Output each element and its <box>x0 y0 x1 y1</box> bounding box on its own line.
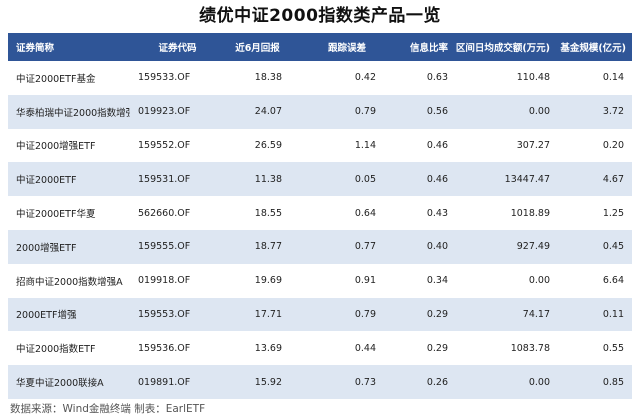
cell-code: 019923.OF <box>138 106 191 118</box>
cell-size: 0.85 <box>602 376 624 388</box>
cell-return: 13.69 <box>254 342 282 354</box>
cell-tracking-error: 0.42 <box>354 72 376 84</box>
cell-tracking-error: 0.64 <box>354 207 376 219</box>
cell-turnover: 74.17 <box>522 308 550 320</box>
cell-size: 0.55 <box>602 342 624 354</box>
table-header: 证券简称 证券代码 近6月回报 跟踪误差 信息比率 区间日均成交额(万元) 基金… <box>8 33 632 61</box>
cell-code: 159553.OF <box>138 308 191 320</box>
cell-turnover: 927.49 <box>516 241 550 253</box>
cell-size: 6.64 <box>602 275 624 287</box>
cell-code: 159531.OF <box>138 173 191 185</box>
table-body: 中证2000ETF基金 159533.OF 18.38 0.42 0.63 110.48 0… <box>8 61 632 399</box>
cell-return: 19.69 <box>254 275 282 287</box>
cell-size: 0.11 <box>602 308 624 320</box>
table-row: 中证2000指数ETF 159536.OF 13.69 0.44 0.29 1083.78… <box>8 331 632 366</box>
cell-code: 159533.OF <box>138 72 191 84</box>
cell-name: 中证2000ETF <box>16 175 77 187</box>
cell-size: 4.67 <box>602 173 624 185</box>
cell-code: 019891.OF <box>138 376 191 388</box>
cell-return: 18.55 <box>254 207 282 219</box>
table-row: 中证2000ETF 159531.OF 11.38 0.05 0.46 13447.47 4… <box>8 162 632 197</box>
cell-code: 562660.OF <box>138 207 191 219</box>
cell-size: 3.72 <box>602 106 624 118</box>
cell-info-ratio: 0.56 <box>426 106 448 118</box>
cell-turnover: 110.48 <box>516 72 550 84</box>
cell-code: 159536.OF <box>138 342 191 354</box>
cell-return: 18.38 <box>254 72 282 84</box>
cell-code: 159555.OF <box>138 241 191 253</box>
cell-name: 2000ETF增强 <box>16 310 77 322</box>
cell-size: 0.14 <box>602 72 624 84</box>
cell-name: 华夏中证2000联接A <box>16 378 104 390</box>
cell-size: 0.20 <box>602 139 624 151</box>
cell-return: 18.77 <box>254 241 282 253</box>
table-row: 2000增强ETF 159555.OF 18.77 0.77 0.40 927.49 0.4… <box>8 229 632 264</box>
cell-tracking-error: 0.91 <box>354 275 376 287</box>
cell-name: 中证2000ETF基金 <box>16 73 96 85</box>
cell-tracking-error: 1.14 <box>354 139 376 151</box>
fund-table: 证券简称 证券代码 近6月回报 跟踪误差 信息比率 区间日均成交额(万元) 基金… <box>8 33 632 399</box>
cell-name: 中证2000指数ETF <box>16 344 96 356</box>
column-header-return: 近6月回报 <box>235 43 280 54</box>
cell-info-ratio: 0.46 <box>426 173 448 185</box>
cell-return: 26.59 <box>254 139 282 151</box>
cell-turnover: 0.00 <box>528 275 550 287</box>
cell-return: 15.92 <box>254 376 282 388</box>
cell-turnover: 13447.47 <box>504 173 550 185</box>
cell-tracking-error: 0.77 <box>354 241 376 253</box>
cell-turnover: 307.27 <box>516 139 550 151</box>
cell-info-ratio: 0.43 <box>426 207 448 219</box>
cell-tracking-error: 0.44 <box>354 342 376 354</box>
cell-turnover: 1083.78 <box>510 342 550 354</box>
cell-name: 中证2000ETF华夏 <box>16 209 96 221</box>
cell-turnover: 1018.89 <box>510 207 550 219</box>
cell-size: 1.25 <box>602 207 624 219</box>
column-header-size: 基金规模(亿元) <box>560 43 626 54</box>
cell-return: 24.07 <box>254 106 282 118</box>
cell-code: 159552.OF <box>138 139 191 151</box>
cell-info-ratio: 0.40 <box>426 241 448 253</box>
cell-tracking-error: 0.79 <box>354 106 376 118</box>
table-row: 中证2000ETF华夏 562660.OF 18.55 0.64 0.43 1018.89… <box>8 196 632 230</box>
column-header-name: 证券简称 <box>16 43 55 54</box>
cell-turnover: 0.00 <box>528 376 550 388</box>
cell-name: 招商中证2000指数增强A <box>16 276 123 288</box>
column-header-turnover: 区间日均成交额(万元) <box>455 43 550 54</box>
cell-tracking-error: 0.79 <box>354 308 376 320</box>
cell-name: 中证2000增强ETF <box>16 141 96 153</box>
source-note: 数据来源：Wind金融终端 制表：EarlETF <box>10 403 206 415</box>
column-header-code: 证券代码 <box>158 43 197 54</box>
table-row: 华夏中证2000联接A 019891.OF 15.92 0.73 0.26 0.00 0.8… <box>8 365 632 399</box>
table-row: 华泰柏瑞中证2000指数增强A 019923.OF 24.07 0.79 0.56 0.0… <box>8 94 632 129</box>
cell-size: 0.45 <box>602 241 624 253</box>
cell-info-ratio: 0.29 <box>426 308 448 320</box>
table-row: 中证2000增强ETF 159552.OF 26.59 1.14 0.46 307.27 0… <box>8 128 632 163</box>
cell-name: 华泰柏瑞中证2000指数增强A <box>16 107 130 119</box>
column-header-tracking-error: 跟踪误差 <box>327 43 366 54</box>
cell-code: 019918.OF <box>138 275 191 287</box>
cell-info-ratio: 0.46 <box>426 139 448 151</box>
column-header-info-ratio: 信息比率 <box>409 43 448 54</box>
cell-info-ratio: 0.63 <box>426 72 448 84</box>
cell-info-ratio: 0.34 <box>426 275 448 287</box>
table-row: 中证2000ETF基金 159533.OF 18.38 0.42 0.63 110.48 0… <box>8 61 632 95</box>
cell-name: 2000增强ETF <box>16 242 77 254</box>
cell-return: 11.38 <box>254 173 282 185</box>
cell-info-ratio: 0.29 <box>426 342 448 354</box>
cell-tracking-error: 0.73 <box>354 376 376 388</box>
cell-info-ratio: 0.26 <box>426 376 448 388</box>
cell-tracking-error: 0.05 <box>354 173 376 185</box>
cell-return: 17.71 <box>254 308 282 320</box>
cell-turnover: 0.00 <box>528 106 550 118</box>
table-row: 招商中证2000指数增强A 019918.OF 19.69 0.91 0.34 0.00 6… <box>8 263 632 298</box>
table-row: 2000ETF增强 159553.OF 17.71 0.79 0.29 74.17 0.11 <box>8 297 632 332</box>
page-title: 绩优中证2000指数类产品一览 <box>199 6 441 26</box>
